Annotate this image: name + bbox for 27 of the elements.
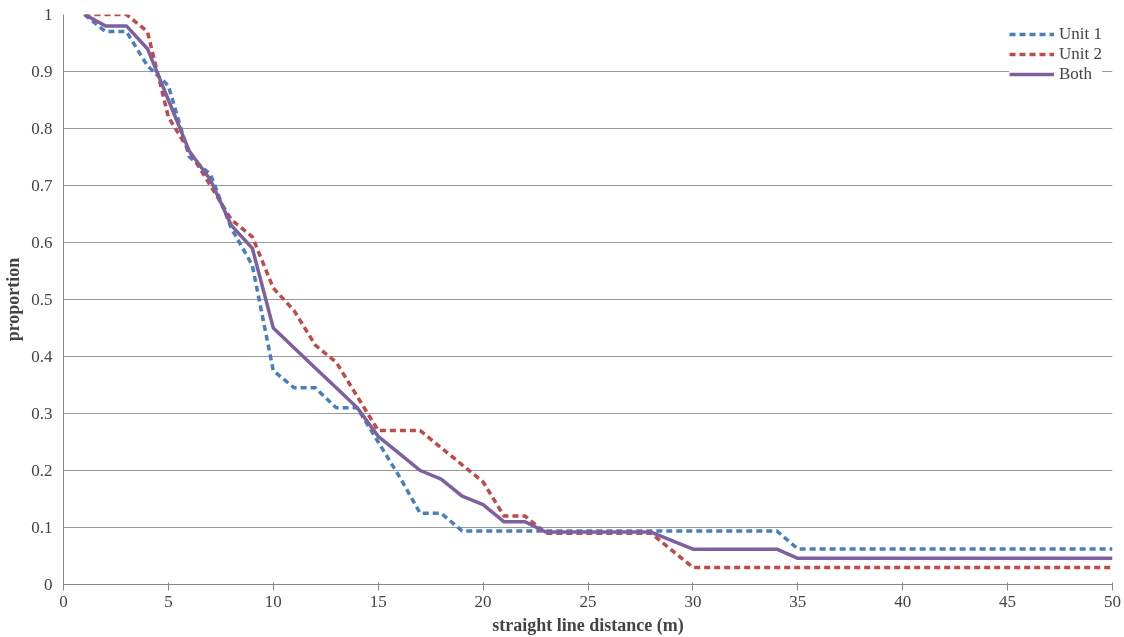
y-tick-label: 0.8 xyxy=(31,119,53,138)
y-tick-label: 0.2 xyxy=(31,461,53,480)
y-tick-label: 0 xyxy=(44,575,53,594)
y-tick-label: 0.1 xyxy=(31,518,53,537)
x-tick-label: 45 xyxy=(999,591,1017,611)
x-tick-label: 20 xyxy=(474,591,492,611)
x-axis-title: straight line distance (m) xyxy=(492,614,684,636)
y-tick-label: 0.7 xyxy=(31,176,53,195)
x-tick-label: 10 xyxy=(264,591,282,611)
y-tick-label: 1 xyxy=(44,5,53,24)
y-tick-label: 0.6 xyxy=(31,233,53,252)
x-tick-label: 0 xyxy=(59,591,68,611)
x-tick-label: 5 xyxy=(164,591,173,611)
x-tick-label: 25 xyxy=(579,591,597,611)
y-tick-label: 0.5 xyxy=(31,290,53,309)
y-axis-title: proportion xyxy=(3,257,24,342)
x-tick-label: 30 xyxy=(684,591,702,611)
x-tick-label: 15 xyxy=(369,591,387,611)
legend-label: Unit 2 xyxy=(1059,44,1102,64)
y-tick-label: 0.4 xyxy=(31,347,53,366)
x-tick-label: 40 xyxy=(894,591,912,611)
y-tick-label: 0.9 xyxy=(31,62,53,81)
legend-label: Both xyxy=(1059,64,1093,84)
x-tick-label: 35 xyxy=(789,591,807,611)
legend-label: Unit 1 xyxy=(1059,24,1102,44)
x-tick-label: 50 xyxy=(1104,591,1121,611)
y-tick-label: 0.3 xyxy=(31,404,53,423)
